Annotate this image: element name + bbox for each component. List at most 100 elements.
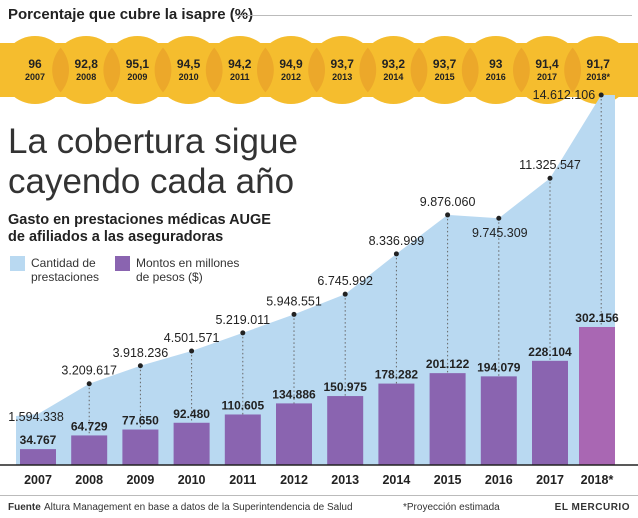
amount-bar: [122, 429, 159, 465]
amount-bar: [429, 373, 466, 465]
amount-bar: [71, 435, 108, 465]
coverage-circle: [410, 36, 479, 104]
coverage-year: 2013: [332, 72, 352, 82]
x-tick-label: 2016: [485, 473, 513, 487]
circle-overlap: [461, 47, 479, 93]
prestaciones-label: 14.612.106: [533, 88, 596, 102]
x-tick-label: 2015: [434, 473, 462, 487]
circle-overlap: [103, 47, 121, 93]
amount-label: 302.156: [575, 311, 619, 325]
headline-line-1: La cobertura sigue: [8, 122, 298, 161]
amount-label: 92.480: [173, 407, 210, 421]
coverage-value: 93,7: [433, 57, 457, 71]
coverage-value: 94,2: [228, 57, 252, 71]
amount-bar: [173, 422, 210, 465]
prestaciones-label: 6.745.992: [317, 274, 373, 288]
coverage-value: 95,1: [126, 57, 150, 71]
coverage-value: 93,7: [331, 57, 355, 71]
amount-label: 194.079: [477, 360, 521, 374]
area-point: [342, 291, 348, 297]
coverage-circle: [513, 36, 581, 104]
amount-label: 64.729: [71, 419, 108, 433]
area-point: [86, 381, 92, 387]
coverage-year: 2012: [281, 72, 301, 82]
headline-line-2: cayendo cada año: [8, 162, 295, 201]
amount-label: 110.605: [221, 398, 264, 412]
source-text: Altura Management en base a datos de la …: [44, 502, 353, 513]
prestaciones-label: 1.594.338: [8, 410, 64, 424]
x-tick-label: 2018*: [581, 473, 614, 487]
legend-swatch-montos: [115, 256, 130, 271]
footer: Fuente Altura Management en base a datos…: [0, 495, 638, 518]
chart-subtitle: Gasto en prestaciones médicas AUGE de af…: [8, 212, 271, 246]
x-tick-label: 2008: [75, 473, 103, 487]
coverage-circle: [564, 36, 633, 104]
amount-bar: [20, 449, 56, 465]
coverage-year: 2011: [230, 72, 250, 82]
coverage-circle: [154, 36, 223, 104]
coverage-year: 2015: [435, 72, 455, 82]
x-tick-label: 2011: [229, 473, 256, 487]
prestaciones-label: 5.219.011: [215, 313, 270, 327]
x-tick-label: 2017: [536, 473, 564, 487]
coverage-value: 91,4: [535, 57, 559, 71]
legend-label-prestaciones: Cantidad de prestaciones: [31, 256, 100, 284]
circle-overlap: [308, 47, 325, 93]
title-rule: [235, 15, 632, 16]
prestaciones-label: 3.209.617: [61, 364, 117, 378]
area-point: [393, 251, 399, 257]
amount-label: 150.975: [324, 380, 368, 394]
coverage-circle: [257, 36, 325, 104]
coverage-year: 2017: [537, 72, 557, 82]
area-point: [137, 363, 143, 369]
amount-label: 134.886: [272, 387, 316, 401]
legend-item-prestaciones: Cantidad de prestaciones: [10, 256, 99, 284]
area-point: [598, 92, 604, 98]
amount-bar: [378, 383, 415, 465]
circle-overlap: [257, 47, 274, 93]
circle-overlap: [359, 47, 377, 93]
coverage-title: Porcentaje que cubre la isapre (%): [8, 6, 254, 23]
source-label: Fuente: [8, 502, 41, 513]
area-point: [189, 348, 195, 354]
legend-item-montos: Montos en millones de pesos ($): [115, 256, 239, 284]
amount-label: 228.104: [528, 345, 572, 359]
prestaciones-label: 5.948.551: [266, 294, 322, 308]
amount-bar: [276, 403, 312, 465]
prestaciones-label: 3.918.236: [113, 346, 169, 360]
subtitle-line-1: Gasto en prestaciones médicas AUGE: [8, 212, 271, 228]
prestaciones-label: 8.336.999: [369, 234, 425, 248]
area-point: [547, 175, 553, 181]
coverage-value: 91,7: [587, 57, 611, 71]
amount-bar: [327, 396, 364, 465]
coverage-year: 2010: [179, 72, 199, 82]
prestaciones-area: [16, 95, 615, 465]
circle-overlap: [564, 47, 581, 93]
headline: La cobertura sigue cayendo cada año: [8, 122, 298, 202]
amount-bar: [224, 414, 261, 465]
coverage-circle: [308, 36, 377, 104]
coverage-circle: [1, 36, 69, 104]
x-tick-label: 2007: [24, 473, 52, 487]
prestaciones-label: 9.745.309: [472, 226, 528, 240]
coverage-value: 96: [28, 57, 42, 71]
coverage-year: 2016: [486, 72, 506, 82]
coverage-year: 2008: [76, 72, 96, 82]
area-point: [291, 311, 297, 317]
coverage-value: 93: [489, 57, 503, 71]
coverage-circle: [461, 36, 530, 104]
prestaciones-label: 4.501.571: [164, 331, 220, 345]
area-point: [445, 212, 451, 218]
x-tick-label: 2013: [331, 473, 359, 487]
coverage-circle: [359, 36, 428, 104]
prestaciones-label: 9.876.060: [420, 195, 476, 209]
bars-layer: [0, 327, 638, 466]
amount-bar: [480, 376, 517, 465]
coverage-value: 94,9: [279, 57, 303, 71]
x-tick-label: 2012: [280, 473, 308, 487]
circle-overlap: [205, 47, 223, 93]
coverage-year: 2009: [127, 72, 147, 82]
